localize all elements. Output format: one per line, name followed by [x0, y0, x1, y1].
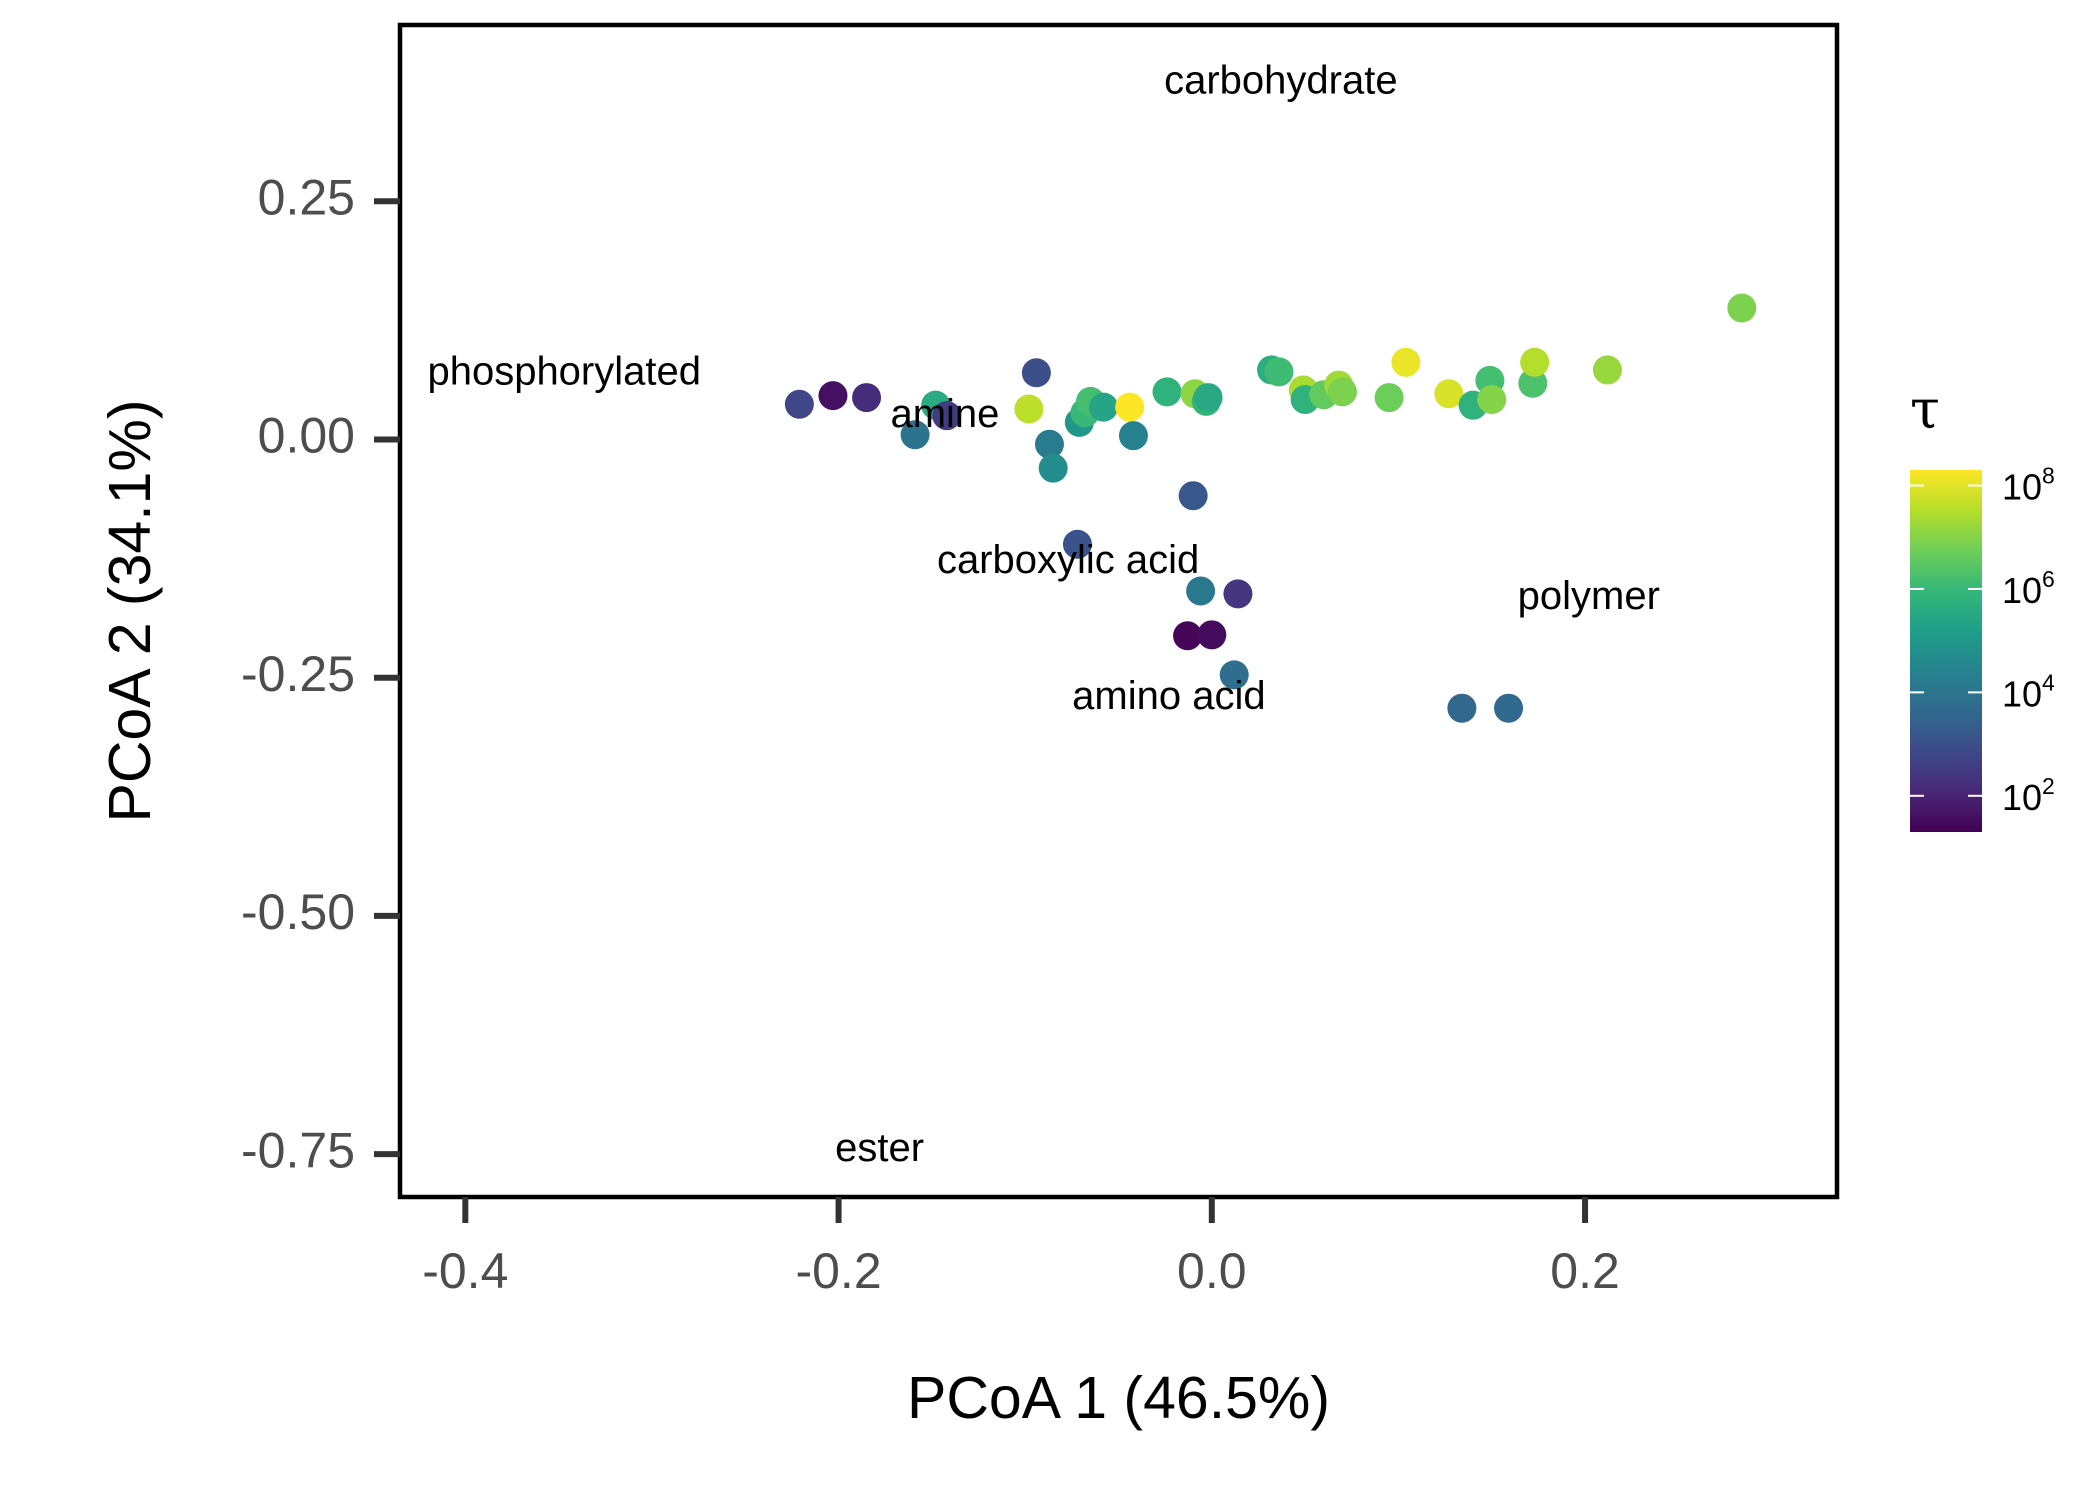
- colorbar-tick-label: 108: [2002, 463, 2055, 508]
- annotation-label: carboxylic acid: [937, 538, 1199, 582]
- color-legend: τ 102 104 106 108: [1910, 378, 2055, 832]
- scatter-point: [1089, 392, 1119, 422]
- colorbar-ticks: 102 104 106 108: [1910, 463, 2055, 818]
- scatter-point: [1219, 660, 1249, 690]
- scatter-point: [1520, 347, 1550, 377]
- x-axis: -0.4 -0.2 0.0 0.2: [422, 1197, 1620, 1299]
- y-tick-label: -0.50: [241, 884, 355, 940]
- scatter-point: [1592, 355, 1622, 385]
- annotation-label: carbohydrate: [1164, 59, 1397, 103]
- scatter-point: [1223, 579, 1253, 609]
- annotation-label: polymer: [1518, 574, 1660, 618]
- scatter-point: [784, 389, 814, 419]
- annotations-layer: carbohydrate phosphorylated amine carboxyli…: [427, 59, 1659, 1170]
- scatter-point: [1518, 368, 1548, 398]
- scatter-point: [1021, 358, 1051, 388]
- scatter-point: [1152, 377, 1182, 407]
- scatter-point: [1727, 293, 1757, 323]
- x-tick-label: 0.0: [1177, 1243, 1247, 1299]
- y-axis-title: PCoA 2 (34.1%): [97, 399, 163, 822]
- scatter-point: [1118, 421, 1148, 451]
- colorbar-tick-label: 104: [2002, 669, 2055, 714]
- x-tick-label: -0.4: [422, 1243, 508, 1299]
- scatter-point: [1197, 620, 1227, 650]
- annotation-label: amine: [890, 392, 999, 436]
- x-tick-label: -0.2: [795, 1243, 881, 1299]
- x-tick-label: 0.2: [1550, 1243, 1620, 1299]
- scatter-point: [1115, 392, 1145, 422]
- scatter-point: [1434, 379, 1464, 409]
- scatter-point: [1062, 529, 1092, 559]
- scatter-point: [1494, 693, 1524, 723]
- points-layer: [784, 293, 1757, 723]
- x-axis-title: PCoA 1 (46.5%): [907, 1365, 1330, 1431]
- y-axis: 0.25 0.00 -0.25 -0.50 -0.75: [241, 169, 400, 1178]
- scatter-point: [1038, 453, 1068, 483]
- scatter-point: [900, 420, 930, 450]
- scatter-point: [1391, 347, 1421, 377]
- scatter-point: [1327, 377, 1357, 407]
- annotation-label: phosphorylated: [427, 349, 701, 393]
- scatter-point: [1264, 357, 1294, 387]
- scatter-point: [1374, 383, 1404, 413]
- scatter-point: [1034, 429, 1064, 459]
- scatter-point: [852, 383, 882, 413]
- scatter-point: [932, 401, 962, 431]
- annotation-label: amino acid: [1072, 674, 1265, 718]
- legend-title: τ: [1910, 378, 1940, 441]
- y-tick-label: -0.75: [241, 1122, 355, 1178]
- scatter-point: [818, 381, 848, 411]
- colorbar: [1910, 470, 1982, 832]
- y-tick-label: 0.00: [258, 408, 355, 464]
- y-tick-label: -0.25: [241, 646, 355, 702]
- annotation-label: ester: [835, 1126, 924, 1170]
- scatter-point: [1477, 384, 1507, 414]
- scatter-point: [1014, 394, 1044, 424]
- scatter-point: [1186, 576, 1216, 606]
- scatter-point: [1447, 693, 1477, 723]
- colorbar-tick-label: 106: [2002, 566, 2055, 611]
- scatter-point: [1193, 383, 1223, 413]
- colorbar-tick-label: 102: [2002, 773, 2055, 818]
- scatter-point: [1178, 481, 1208, 511]
- plot-panel-border: [397, 22, 1840, 1200]
- y-tick-label: 0.25: [258, 169, 355, 225]
- scatter-point: [1173, 621, 1203, 651]
